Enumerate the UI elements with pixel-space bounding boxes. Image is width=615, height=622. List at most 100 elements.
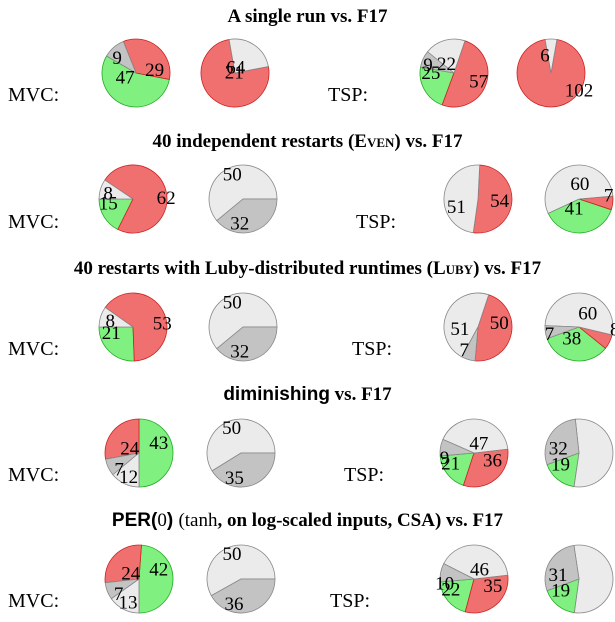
pie-slice-dark <box>439 563 476 583</box>
tsp-label-1: TSP: <box>328 84 369 106</box>
pie-slice-light <box>544 164 614 214</box>
pie-value-label: 25 <box>421 63 440 84</box>
pie-3-tsp-2: 38 8 60 7 <box>544 292 615 362</box>
section-4-title-diminishing: diminishing <box>223 384 330 405</box>
mvc-label-4: MVC: <box>8 464 60 486</box>
pie-value-label: 47 <box>469 434 488 455</box>
pie-value-label: 32 <box>230 342 249 363</box>
pie-slice-green <box>98 326 135 362</box>
section-5-title: PER(0) (tanh, on log-scaled inputs, CSA)… <box>0 510 615 532</box>
pie-value-label: 35 <box>225 468 244 489</box>
pie-value-label: 7 <box>460 340 470 361</box>
section-1-title: A single run vs. F17 <box>0 6 615 28</box>
pie-value-label: 50 <box>223 544 242 565</box>
pie-value-label: 21 <box>225 63 244 84</box>
pie-3-mvc-1: 21 53 8 <box>98 292 172 362</box>
pie-value-label: 53 <box>153 314 172 335</box>
pie-slice-light <box>228 38 269 74</box>
pie-slice-dark <box>216 198 278 234</box>
pie-value-label: 31 <box>549 565 568 586</box>
pie-value-label: 54 <box>490 191 510 212</box>
pie-2-mvc-1: 15 62 8 <box>98 164 176 234</box>
pie-value-label: 38 <box>562 329 581 350</box>
pie-slice-green <box>439 452 475 486</box>
tsp-label-3: TSP: <box>352 338 393 360</box>
mvc-label-1: MVC: <box>8 84 60 106</box>
mvc-label-3: MVC: <box>8 338 60 360</box>
pie-value-label: 32 <box>549 439 568 460</box>
pie-slice-red <box>104 418 140 460</box>
pie-value-label: 13 <box>119 593 138 614</box>
section-5-title-tanh: (tanh <box>178 510 218 531</box>
pie-value-label: 7 <box>114 459 124 480</box>
pie-5-mvc-2: 50 36 <box>206 544 276 615</box>
pie-value-label: 7 <box>545 324 555 345</box>
pie-value-label: 50 <box>223 292 242 313</box>
pie-slice-red <box>441 40 489 108</box>
section-4-title: diminishing vs. F17 <box>0 384 615 406</box>
pie-slice-light <box>110 578 140 614</box>
pie-value-label: 60 <box>570 174 589 195</box>
pie-value-label: 8 <box>610 320 615 341</box>
pie-value-label: 9 <box>440 448 450 469</box>
pie-value-label: 32 <box>230 214 249 235</box>
pie-slice-red <box>516 39 586 108</box>
pie-value-label: 9 <box>423 55 433 76</box>
pie-slice-green <box>546 326 607 362</box>
pie-slice-light <box>544 38 558 74</box>
pie-slice-light <box>573 544 614 614</box>
pie-slice-light <box>443 164 481 234</box>
section-5-title-part-5: , on log-scaled inputs, CSA) vs. F17 <box>217 510 504 531</box>
pie-1-mvc-1: 47 29 9 <box>101 38 171 108</box>
pie-slice-red <box>464 574 509 614</box>
pie-value-label: 64 <box>226 57 246 78</box>
pie-slice-red <box>474 294 513 362</box>
section-2-title-part-3: ) vs. F17 <box>394 131 463 152</box>
pie-slice-dark <box>461 326 479 362</box>
pie-slice-dark <box>544 325 580 340</box>
pie-value-label: 6 <box>540 45 550 66</box>
pie-value-label: 7 <box>604 185 614 206</box>
section-3-title-part-3: ) vs. F17 <box>473 258 542 279</box>
pie-value-label: 21 <box>102 323 121 344</box>
pie-value-label: 36 <box>225 594 244 615</box>
pie-value-label: 50 <box>222 418 241 439</box>
pie-value-label: 10 <box>435 573 454 594</box>
section-4-title-part-2: vs. F17 <box>329 384 392 405</box>
tsp-label-5: TSP: <box>330 590 371 612</box>
pie-slice-green <box>138 418 174 488</box>
pie-value-label: 51 <box>450 319 469 340</box>
section-2-title-part-1: 40 independent restarts ( <box>152 131 355 152</box>
pie-slice-dark <box>210 578 276 614</box>
pie-slice-light <box>206 418 276 472</box>
section-3-title-part-1: 40 restarts with Luby-distributed runtim… <box>73 258 433 279</box>
pie-value-label: 50 <box>490 313 509 334</box>
pie-slice-green <box>547 198 612 234</box>
pie-slice-red <box>462 448 509 488</box>
pie-value-label: 24 <box>120 438 140 459</box>
pie-slice-dark <box>211 452 276 488</box>
pie-value-label: 60 <box>578 304 597 325</box>
tsp-label-4: TSP: <box>344 464 385 486</box>
pie-value-label: 50 <box>223 164 242 185</box>
pie-slice-red <box>104 164 168 234</box>
pie-value-label: 19 <box>551 580 570 601</box>
pie-value-label: 57 <box>469 72 488 93</box>
pie-3-mvc-2: 50 32 <box>208 292 278 363</box>
pie-slice-light <box>443 292 490 358</box>
pie-value-label: 24 <box>121 563 141 584</box>
pie-value-label: 22 <box>437 54 456 75</box>
pie-1-tsp-1: 25 57 229 <box>419 38 489 108</box>
pie-value-label: 19 <box>551 454 570 475</box>
pie-5-tsp-2: 196031 <box>544 544 614 614</box>
pie-value-label: 21 <box>441 453 460 474</box>
pie-value-label: 36 <box>483 450 502 471</box>
pie-value-label: 46 <box>470 560 489 581</box>
section-3-title: 40 restarts with Luby-distributed runtim… <box>0 258 615 280</box>
pie-4-tsp-2: 196032 <box>544 418 614 488</box>
mvc-label-5: MVC: <box>8 590 60 612</box>
